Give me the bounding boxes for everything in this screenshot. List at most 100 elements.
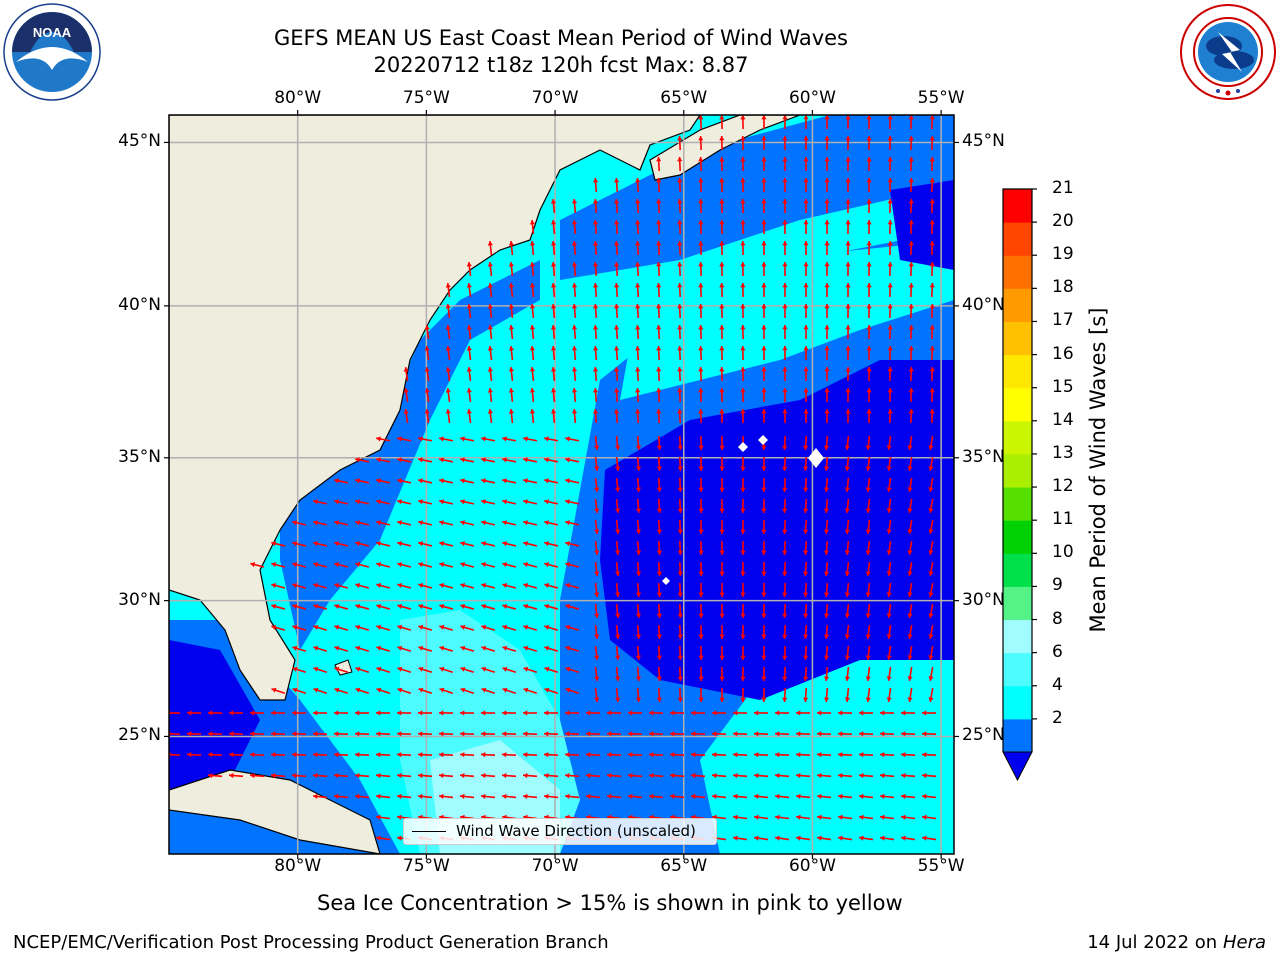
wave-direction-arrow bbox=[761, 366, 767, 382]
wave-direction-arrow bbox=[845, 261, 851, 277]
wave-direction-arrow bbox=[858, 731, 874, 737]
wave-direction-arrow bbox=[529, 345, 536, 361]
wave-direction-arrow bbox=[929, 135, 935, 151]
lat-tick-label-right: 40°N bbox=[962, 294, 1005, 315]
wave-direction-arrow bbox=[677, 498, 683, 514]
wave-direction-arrow bbox=[887, 345, 893, 361]
wave-direction-arrow bbox=[929, 198, 935, 214]
wave-direction-arrow bbox=[740, 477, 746, 493]
wave-direction-arrow bbox=[334, 541, 349, 547]
wave-direction-arrow bbox=[656, 603, 662, 619]
wave-direction-arrow bbox=[677, 303, 683, 319]
wave-direction-arrow bbox=[732, 772, 748, 779]
wave-direction-arrow bbox=[761, 477, 767, 493]
wave-direction-arrow bbox=[782, 156, 788, 172]
wave-direction-arrow bbox=[907, 624, 913, 640]
wave-direction-arrow bbox=[249, 710, 265, 716]
wave-direction-arrow bbox=[719, 177, 725, 193]
wave-direction-arrow bbox=[585, 772, 601, 779]
wave-direction-arrow bbox=[732, 835, 748, 841]
wave-direction-arrow bbox=[571, 345, 578, 361]
wave-direction-arrow bbox=[866, 115, 872, 130]
wave-direction-arrow bbox=[908, 282, 914, 298]
noaa-logo: NOAA bbox=[3, 3, 101, 101]
colorbar-bin bbox=[1003, 718, 1032, 753]
wave-direction-arrow bbox=[460, 666, 475, 673]
wave-direction-arrow bbox=[866, 282, 872, 298]
wave-direction-arrow bbox=[439, 645, 454, 652]
wave-direction-arrow bbox=[921, 710, 937, 716]
wave-direction-arrow bbox=[824, 198, 830, 214]
wave-direction-arrow bbox=[907, 540, 913, 556]
wave-direction-arrow bbox=[313, 645, 328, 652]
colorbar-tick-label: 4 bbox=[1052, 674, 1063, 695]
wave-direction-arrow bbox=[740, 366, 746, 382]
colorbar-frame bbox=[1002, 188, 1033, 752]
wave-direction-arrow bbox=[782, 540, 788, 556]
wave-direction-arrow bbox=[761, 198, 767, 214]
wave-direction-arrow bbox=[614, 387, 620, 403]
wave-direction-arrow bbox=[481, 687, 496, 695]
wave-direction-arrow bbox=[761, 561, 767, 577]
wave-direction-arrow bbox=[866, 345, 872, 361]
wave-direction-arrow bbox=[424, 345, 430, 361]
wind-wave-direction-arrows bbox=[169, 115, 937, 841]
wave-direction-arrow bbox=[565, 541, 580, 547]
wave-direction-arrow bbox=[544, 603, 559, 610]
wave-direction-arrow bbox=[753, 814, 769, 820]
wave-direction-arrow bbox=[487, 408, 493, 424]
wave-direction-arrow bbox=[824, 261, 830, 277]
wave-direction-arrow bbox=[481, 457, 496, 463]
wave-direction-arrow bbox=[837, 793, 853, 799]
lat-tick-label-left: 40°N bbox=[118, 294, 161, 315]
wave-direction-arrow bbox=[459, 793, 475, 799]
wave-direction-arrow bbox=[648, 772, 664, 779]
wave-direction-arrow bbox=[445, 408, 451, 424]
wave-direction-arrow bbox=[522, 772, 538, 779]
wave-direction-arrow bbox=[460, 541, 475, 547]
wave-direction-arrow bbox=[614, 540, 621, 556]
wave-direction-arrow bbox=[313, 666, 328, 673]
wave-direction-arrow bbox=[376, 562, 391, 568]
wave-direction-arrow bbox=[418, 583, 433, 589]
wave-direction-arrow bbox=[795, 772, 811, 779]
wave-direction-arrow bbox=[207, 752, 223, 758]
wave-direction-arrow bbox=[732, 793, 748, 799]
wave-direction-arrow bbox=[355, 603, 370, 610]
wave-direction-arrow bbox=[677, 645, 683, 661]
wave-direction-arrow bbox=[782, 498, 788, 514]
wave-direction-arrow bbox=[439, 436, 454, 442]
wave-direction-arrow bbox=[523, 478, 538, 484]
wave-direction-arrow bbox=[333, 772, 349, 779]
wave-direction-arrow bbox=[761, 498, 767, 514]
wave-direction-arrow bbox=[761, 177, 767, 193]
wave-direction-arrow bbox=[635, 408, 641, 424]
wave-direction-arrow bbox=[544, 666, 559, 673]
wave-direction-arrow bbox=[487, 345, 493, 361]
wave-direction-arrow bbox=[376, 624, 391, 631]
wave-direction-arrow bbox=[508, 282, 514, 298]
wave-direction-arrow bbox=[635, 498, 642, 514]
wave-direction-arrow bbox=[816, 814, 832, 820]
wave-direction-arrow bbox=[858, 710, 874, 716]
wave-direction-arrow bbox=[544, 541, 559, 547]
wave-direction-arrow bbox=[753, 710, 769, 716]
wave-direction-arrow bbox=[761, 456, 767, 472]
wave-direction-arrow bbox=[711, 752, 727, 758]
wave-direction-arrow bbox=[313, 687, 328, 695]
map-frame bbox=[168, 114, 955, 855]
wave-direction-arrow bbox=[593, 366, 599, 382]
wave-direction-arrow bbox=[270, 731, 286, 737]
wave-direction-arrow bbox=[460, 624, 475, 631]
wave-direction-arrow bbox=[544, 478, 559, 484]
wave-direction-arrow bbox=[614, 177, 620, 193]
wave-direction-arrow bbox=[732, 731, 748, 737]
wave-direction-arrow bbox=[677, 477, 683, 493]
wave-direction-arrow bbox=[481, 666, 496, 673]
wave-direction-arrow bbox=[466, 303, 472, 319]
wave-direction-arrow bbox=[816, 793, 832, 799]
wave-direction-arrow bbox=[740, 456, 746, 472]
wave-direction-arrow bbox=[418, 436, 433, 442]
chart-subtitle: 20220712 t18z 120h fcst Max: 8.87 bbox=[373, 53, 749, 77]
wave-direction-arrow bbox=[481, 541, 496, 547]
